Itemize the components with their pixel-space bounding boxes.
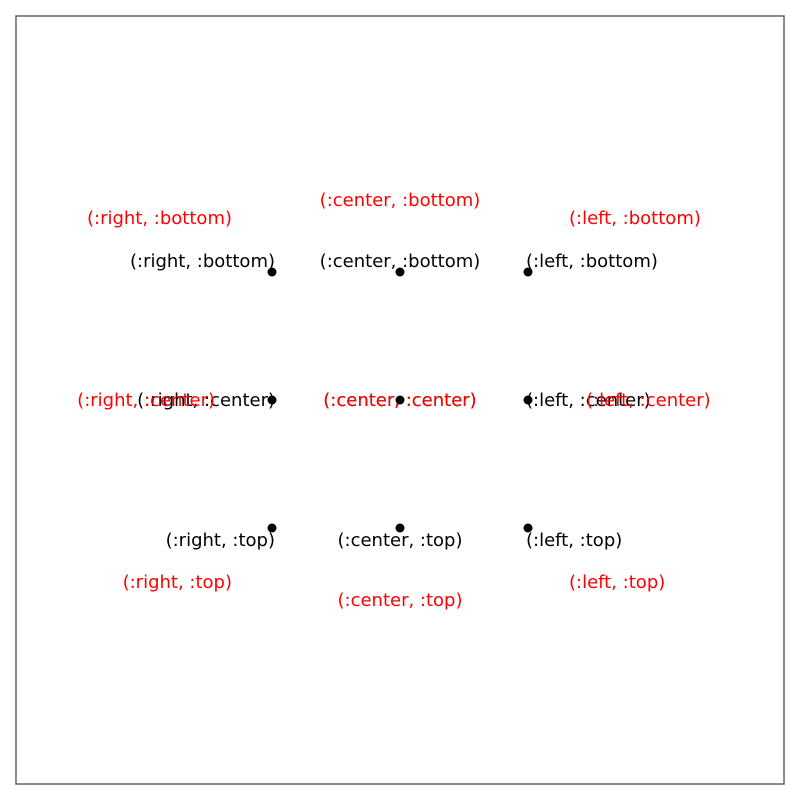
secondary-label-left-center: (:left, :center) xyxy=(586,390,711,411)
anchor-point-center-bottom xyxy=(395,267,405,277)
primary-label-left-bottom: (:left, :bottom) xyxy=(526,251,658,272)
primary-label-left-center: (:left, :center) xyxy=(526,390,651,411)
anchor-point-center-top xyxy=(395,523,405,533)
secondary-labels: (:right, :bottom) (:center, :bottom) (:lef… xyxy=(77,190,711,611)
anchor-point-left-center xyxy=(523,395,533,405)
primary-label-left-top: (:left, :top) xyxy=(526,530,622,551)
primary-labels: (:right, :bottom) (:center, :bottom) (:lef… xyxy=(130,251,658,551)
plot-frame xyxy=(15,15,785,785)
anchor-point-left-bottom xyxy=(523,267,533,277)
secondary-label-right-top: (:right, :top) xyxy=(123,572,232,593)
secondary-label-left-top: (:left, :top) xyxy=(569,572,665,593)
primary-label-center-center: (:center, :center) xyxy=(323,390,476,411)
anchor-point-left-top xyxy=(523,523,533,533)
secondary-label-center-center: (:center, :center) xyxy=(323,390,476,411)
primary-label-right-center: (:right, :center) xyxy=(137,390,275,411)
anchor-point-right-bottom xyxy=(267,267,277,277)
secondary-label-center-top: (:center, :top) xyxy=(337,590,462,611)
primary-label-right-top: (:right, :top) xyxy=(166,530,275,551)
anchor-point-center-center xyxy=(395,395,405,405)
secondary-label-right-bottom: (:right, :bottom) xyxy=(87,208,232,229)
secondary-label-left-bottom: (:left, :bottom) xyxy=(569,208,701,229)
anchor-point-right-center xyxy=(267,395,277,405)
secondary-label-center-bottom: (:center, :bottom) xyxy=(320,190,481,211)
primary-label-center-bottom: (:center, :bottom) xyxy=(320,251,481,272)
primary-label-right-bottom: (:right, :bottom) xyxy=(130,251,275,272)
primary-label-center-top: (:center, :top) xyxy=(337,530,462,551)
anchor-points xyxy=(267,267,533,533)
anchor-point-right-top xyxy=(267,523,277,533)
secondary-label-right-center: (:right, :center) xyxy=(77,390,215,411)
